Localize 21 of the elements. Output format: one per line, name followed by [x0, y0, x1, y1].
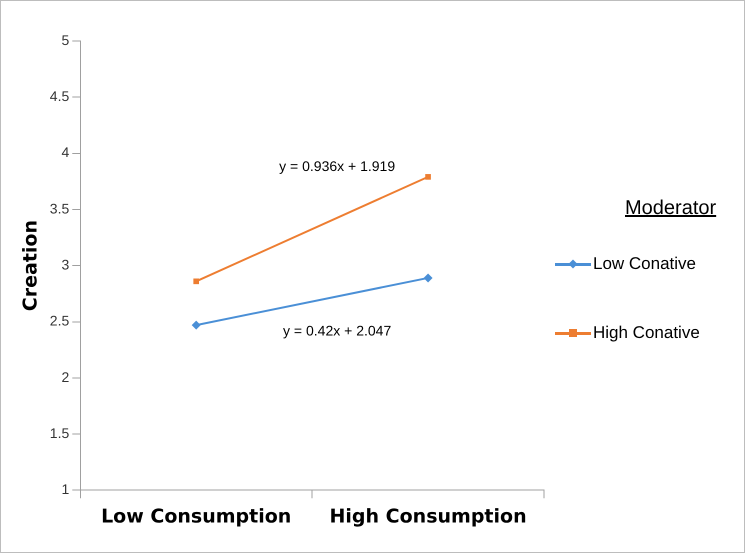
y-tick-label: 3	[61, 256, 70, 272]
legend-title: Moderator	[625, 197, 716, 220]
legend-label: High Conative	[593, 323, 700, 343]
annotation: y = 0.42x + 2.047	[283, 322, 392, 338]
y-tick-label: 2	[61, 368, 70, 385]
y-tick-label: 1.5	[50, 424, 70, 441]
point	[424, 273, 433, 282]
y-tick-label: 2.5	[50, 312, 70, 329]
y-tick-label: 5	[61, 32, 70, 48]
y-axis-title: Creation	[19, 220, 42, 312]
y-tick-label: 3.5	[50, 200, 70, 216]
y-tick-label: 4.5	[50, 88, 70, 104]
x-tick-label: High Consumption	[330, 506, 527, 528]
point	[193, 278, 200, 284]
x-tick-label: Low Consumption	[101, 506, 292, 528]
y-tick-label: 4	[61, 144, 70, 160]
y-tick-label: 1	[61, 481, 70, 498]
point	[425, 174, 431, 180]
point	[192, 320, 201, 330]
annotation: y = 0.936x + 1.919	[279, 158, 396, 174]
legend-label: Low Conative	[593, 254, 696, 274]
